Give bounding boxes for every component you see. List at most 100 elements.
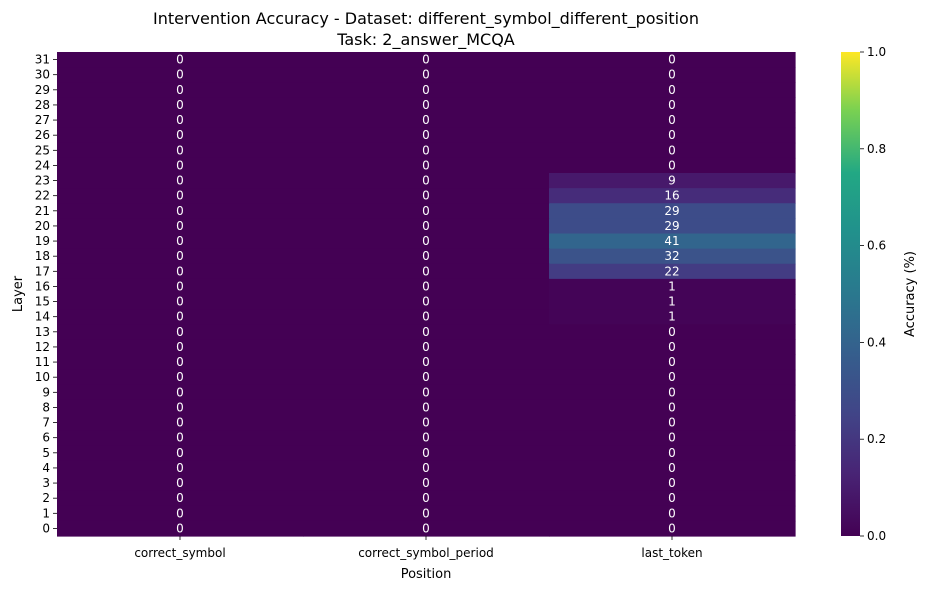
cell-value-label: 0 bbox=[422, 400, 430, 414]
cell-value-label: 0 bbox=[422, 204, 430, 218]
cell-value-label: 0 bbox=[176, 340, 184, 354]
cell-value-label: 0 bbox=[668, 506, 676, 520]
heatmap-cell bbox=[549, 460, 796, 477]
cell-value-label: 0 bbox=[176, 370, 184, 384]
y-tick-label: 19 bbox=[35, 234, 50, 248]
heatmap-cell bbox=[303, 460, 550, 477]
heatmap-cell bbox=[303, 430, 550, 446]
cell-value-label: 0 bbox=[668, 370, 676, 384]
heatmap-cell bbox=[549, 97, 796, 114]
cell-value-label: 16 bbox=[664, 189, 679, 203]
heatmap-cell bbox=[303, 278, 550, 295]
heatmap-cell bbox=[303, 67, 550, 83]
heatmap-cell bbox=[303, 324, 550, 340]
heatmap-cell bbox=[549, 82, 796, 98]
heatmap-cell bbox=[549, 354, 796, 371]
heatmap-cell bbox=[57, 218, 304, 235]
heatmap-cell bbox=[303, 157, 550, 174]
heatmap-cell bbox=[57, 520, 304, 537]
cell-value-label: 0 bbox=[422, 461, 430, 475]
heatmap-cell bbox=[303, 490, 550, 507]
heatmap-cell bbox=[57, 67, 304, 83]
cell-value-label: 0 bbox=[176, 310, 184, 324]
colorbar-tick-label: 0.4 bbox=[867, 335, 886, 349]
x-tick-label: last_token bbox=[641, 546, 702, 560]
heatmap-cell bbox=[303, 339, 550, 356]
heatmap-cell bbox=[57, 354, 304, 371]
heatmap-cell bbox=[57, 505, 304, 522]
colorbar-ticks: 0.0 0.2 0.4 0.6 0.8 1.0 bbox=[860, 45, 886, 543]
heatmap-cell bbox=[57, 233, 304, 250]
heatmap-cell bbox=[549, 263, 796, 280]
heatmap-cell bbox=[303, 218, 550, 235]
cell-value-label: 0 bbox=[176, 355, 184, 369]
chart-title-line2: Task: 2_answer_MCQA bbox=[336, 30, 515, 50]
y-tick-label: 18 bbox=[35, 249, 50, 263]
cell-value-label: 0 bbox=[422, 279, 430, 293]
heatmap-cell bbox=[549, 248, 796, 265]
y-tick-label: 1 bbox=[42, 506, 50, 520]
heatmap-cell bbox=[57, 460, 304, 477]
heatmap-cell bbox=[303, 127, 550, 144]
cell-value-label: 0 bbox=[176, 189, 184, 203]
cell-value-label: 0 bbox=[668, 355, 676, 369]
cell-value-label: 0 bbox=[668, 385, 676, 399]
heatmap-cell bbox=[57, 384, 304, 401]
cell-value-label: 0 bbox=[176, 264, 184, 278]
cell-value-label: 0 bbox=[176, 53, 184, 67]
heatmap-cell bbox=[549, 188, 796, 204]
heatmap-cell bbox=[57, 52, 304, 68]
heatmap-cell bbox=[549, 415, 796, 431]
y-tick-label: 24 bbox=[35, 158, 50, 172]
cell-value-label: 0 bbox=[422, 431, 430, 445]
heatmap-cell bbox=[57, 157, 304, 174]
heatmap-cell bbox=[549, 142, 796, 159]
cell-value-label: 0 bbox=[668, 113, 676, 127]
cell-value-label: 0 bbox=[422, 143, 430, 157]
y-tick-label: 2 bbox=[42, 491, 50, 505]
cell-value-label: 0 bbox=[176, 234, 184, 248]
cell-value-label: 0 bbox=[668, 416, 676, 430]
heatmap-cell bbox=[549, 294, 796, 310]
heatmap-cell bbox=[57, 97, 304, 114]
x-tick-label: correct_symbol_period bbox=[358, 546, 494, 560]
cell-value-label: 0 bbox=[422, 249, 430, 263]
heatmap-cell bbox=[57, 445, 304, 461]
cell-value-label: 0 bbox=[668, 83, 676, 97]
heatmap-cell bbox=[303, 445, 550, 461]
colorbar bbox=[841, 52, 860, 536]
heatmap-cell bbox=[303, 233, 550, 250]
cell-value-label: 0 bbox=[176, 446, 184, 460]
cell-value-label: 0 bbox=[668, 446, 676, 460]
heatmap-cell bbox=[549, 384, 796, 401]
heatmap-cell bbox=[57, 188, 304, 204]
heatmap-cell bbox=[57, 173, 304, 189]
cell-value-label: 0 bbox=[176, 521, 184, 535]
y-tick-label: 26 bbox=[35, 128, 50, 142]
heatmap-cell bbox=[303, 369, 550, 386]
cell-value-label: 0 bbox=[668, 325, 676, 339]
cell-value-label: 1 bbox=[668, 310, 676, 324]
cell-value-label: 0 bbox=[176, 416, 184, 430]
colorbar-tick-label: 1.0 bbox=[867, 45, 886, 59]
y-tick-label: 27 bbox=[35, 113, 50, 127]
y-tick-label: 31 bbox=[35, 53, 50, 67]
cell-value-label: 0 bbox=[176, 385, 184, 399]
y-tick-label: 28 bbox=[35, 98, 50, 112]
y-tick-label: 16 bbox=[35, 279, 50, 293]
heatmap-cell bbox=[303, 520, 550, 537]
y-tick-label: 22 bbox=[35, 189, 50, 203]
cell-value-label: 0 bbox=[176, 279, 184, 293]
cell-value-label: 0 bbox=[668, 461, 676, 475]
y-tick-label: 0 bbox=[42, 521, 50, 535]
heatmap-cell bbox=[303, 112, 550, 129]
heatmap-cell bbox=[549, 339, 796, 356]
cell-value-label: 0 bbox=[176, 143, 184, 157]
cell-value-label: 0 bbox=[422, 295, 430, 309]
cell-value-label: 0 bbox=[668, 158, 676, 172]
heatmap-cell bbox=[303, 248, 550, 265]
y-tick-label: 4 bbox=[42, 461, 50, 475]
cell-value-label: 0 bbox=[176, 68, 184, 82]
cell-value-label: 0 bbox=[176, 431, 184, 445]
cell-value-label: 0 bbox=[668, 340, 676, 354]
